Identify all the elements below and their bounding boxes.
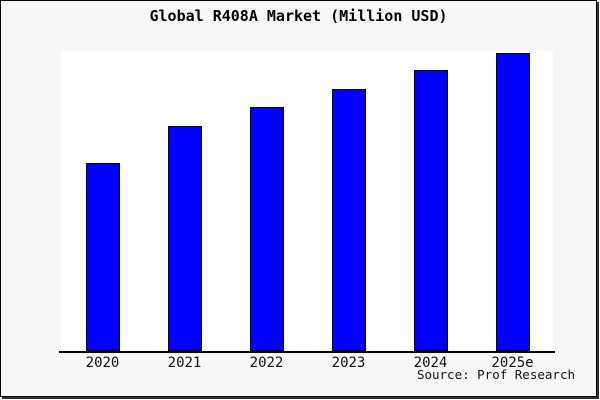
x-tick-label-2021: 2021 [167,355,202,371]
x-tick-label-2024: 2024 [413,355,448,371]
x-tick-label-2020: 2020 [85,355,120,371]
x-axis-line [59,351,555,353]
chart-title: Global R408A Market (Million USD) [149,7,448,25]
source-attribution: Source: Prof Research [416,367,575,382]
plot-area [61,51,553,351]
x-tick-label-2023: 2023 [331,355,366,371]
bar-2020 [85,163,120,351]
bar-2021 [167,126,202,351]
bar-2025e [495,53,530,351]
bar-2024 [413,70,448,351]
bar-2023 [331,89,366,351]
x-tick-label-2022: 2022 [249,355,284,371]
bar-2022 [249,107,284,351]
x-tick-label-2025e: 2025e [491,355,534,371]
